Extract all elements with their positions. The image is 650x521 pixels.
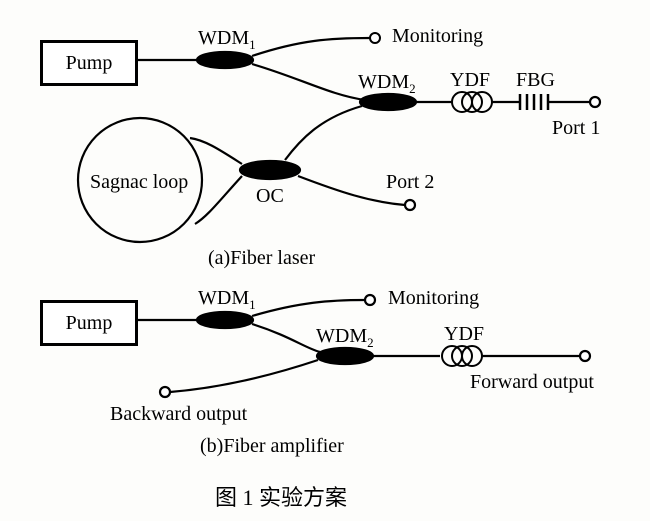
figure-caption: 图 1 实验方案 bbox=[215, 480, 347, 512]
wdm1-label-b: WDM1 bbox=[198, 288, 256, 311]
pump-label-b: Pump bbox=[66, 312, 113, 334]
oc-label: OC bbox=[256, 186, 284, 206]
pump-box-a: Pump bbox=[40, 40, 138, 86]
wdm2-label-a: WDM2 bbox=[358, 72, 416, 95]
ydf-label-a: YDF bbox=[450, 70, 490, 90]
pump-label-a: Pump bbox=[66, 52, 113, 74]
ydf-label-b: YDF bbox=[444, 324, 484, 344]
subcaption-a: (a)Fiber laser bbox=[208, 248, 315, 268]
forward-label: Forward output bbox=[470, 372, 594, 392]
sagnac-label: Sagnac loop bbox=[90, 172, 188, 192]
backward-label: Backward output bbox=[110, 404, 247, 424]
wdm2-label-b: WDM2 bbox=[316, 326, 374, 349]
wdm1-label-a: WDM1 bbox=[198, 28, 256, 51]
monitoring-label-b: Monitoring bbox=[388, 288, 479, 308]
pump-box-b: Pump bbox=[40, 300, 138, 346]
port1-label: Port 1 bbox=[552, 118, 600, 138]
diagram-canvas: Pump Pump WDM1 Monitoring WDM2 YDF FBG P… bbox=[0, 0, 650, 521]
fbg-label: FBG bbox=[516, 70, 555, 90]
monitoring-label-a: Monitoring bbox=[392, 26, 483, 46]
port2-label: Port 2 bbox=[386, 172, 434, 192]
subcaption-b: (b)Fiber amplifier bbox=[200, 436, 344, 456]
